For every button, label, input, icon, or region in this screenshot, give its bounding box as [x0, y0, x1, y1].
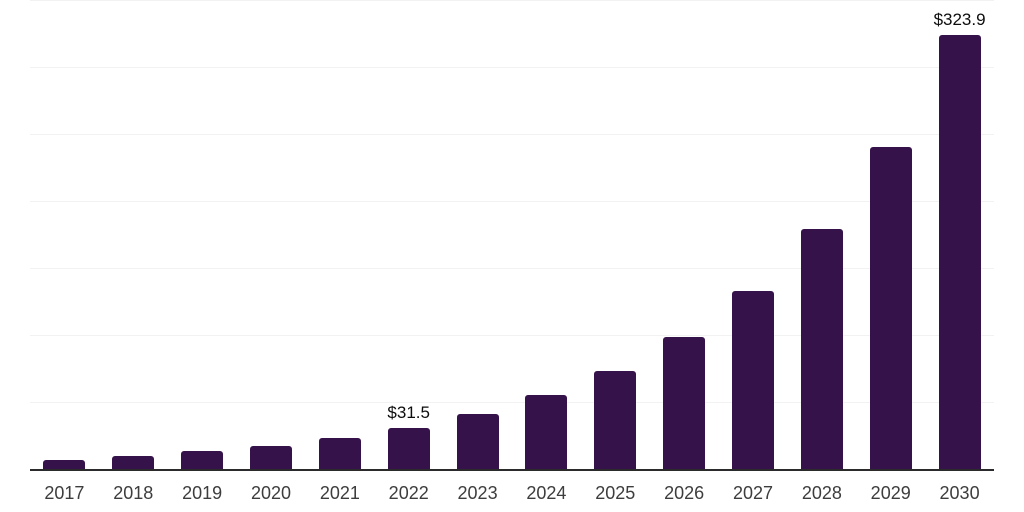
- gridline-250: [30, 134, 994, 135]
- bar-2029: [869, 147, 912, 470]
- bar-value-label-2030: $323.9: [933, 10, 986, 30]
- x-axis-label-2020: 2020: [250, 483, 292, 503]
- x-axis-label-2028: 2028: [801, 483, 842, 503]
- x-axis-line: [30, 469, 994, 471]
- bar-2017: [43, 459, 86, 470]
- x-axis-label-2026: 2026: [664, 483, 705, 503]
- bar-2022: [387, 427, 430, 470]
- bar-2021: [318, 438, 361, 470]
- x-axis-label-2027: 2027: [732, 483, 774, 503]
- x-axis-label-2023: 2023: [457, 483, 498, 503]
- bar-2025: [594, 370, 637, 470]
- x-axis-label-2025: 2025: [595, 483, 636, 503]
- x-axis-label-2017: 2017: [44, 483, 85, 503]
- bar-2023: [456, 413, 499, 470]
- x-axis-label-2022: 2022: [388, 483, 429, 503]
- x-axis-labels: 2017 2018 2019 2020 2021 2022 2023 2024 2025 2026…: [30, 484, 994, 508]
- bar-2027: [732, 291, 774, 470]
- x-axis-label-2030: 2030: [939, 483, 980, 503]
- bar-2024: [525, 395, 568, 470]
- bar-2019: [181, 451, 224, 470]
- bar-2030: [938, 35, 981, 470]
- gridline-50: [30, 402, 994, 403]
- plot-area: $31.5 $323.9: [30, 0, 994, 470]
- bar-2028: [800, 228, 843, 470]
- x-axis-label-2024: 2024: [526, 483, 567, 503]
- gridline-100: [30, 335, 994, 336]
- gridline-200: [30, 201, 994, 202]
- gridline-350: [30, 0, 994, 1]
- x-axis-label-2021: 2021: [319, 483, 360, 503]
- bar-2018: [112, 456, 155, 470]
- x-axis-label-2018: 2018: [113, 483, 154, 503]
- gridline-300: [30, 67, 994, 68]
- x-axis-label-2029: 2029: [870, 483, 911, 503]
- bar-2020: [250, 445, 292, 470]
- x-axis-label-2019: 2019: [182, 483, 223, 503]
- bar-value-label-2022: $31.5: [387, 402, 430, 422]
- bar-2026: [663, 336, 706, 470]
- gridline-150: [30, 268, 994, 269]
